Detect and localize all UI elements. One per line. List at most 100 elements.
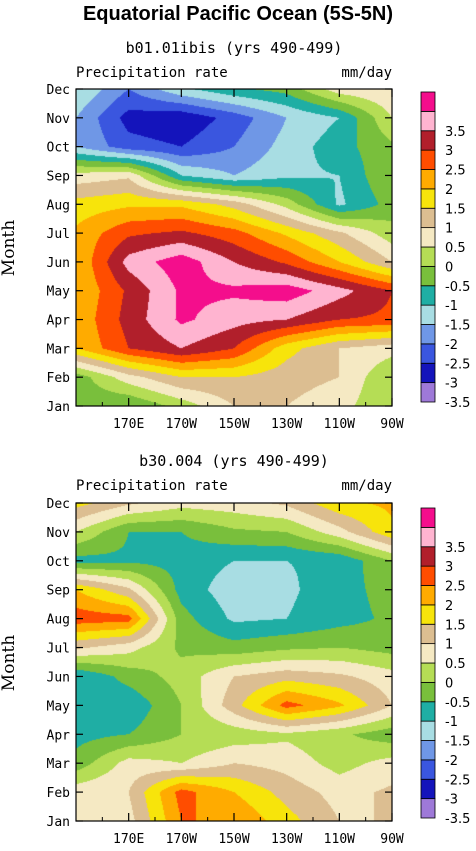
x-tick-label: 130W: [271, 832, 302, 847]
colorbar-label: 3.5: [445, 541, 466, 556]
colorbar-label: -1: [445, 299, 458, 314]
colorbar-label: 2.5: [445, 164, 466, 179]
y-tick-label: Nov: [47, 526, 71, 541]
figure-title: Equatorial Pacific Ocean (5S-5N): [83, 3, 393, 25]
colorbar-label: 0: [445, 676, 453, 691]
colorbar-label: -3.5: [445, 812, 470, 827]
x-tick-label: 150W: [218, 417, 249, 432]
contour-field: [76, 503, 392, 821]
y-tick-label: Dec: [47, 497, 70, 512]
variable-label: Precipitation rate: [76, 65, 228, 81]
y-tick-label: Oct: [47, 555, 70, 570]
x-tick-label: 170W: [166, 832, 197, 847]
panel-bottom: b30.004 (yrs 490-499) Precipitation rate…: [0, 452, 404, 847]
colorbar-label: -1: [445, 715, 458, 730]
colorbar-label: 3.5: [445, 125, 466, 140]
colorbar-label: 0: [445, 260, 453, 275]
colorbar-swatch: [420, 778, 436, 800]
y-tick-label: Feb: [47, 786, 71, 801]
colorbar-swatch: [420, 681, 436, 703]
colorbar-swatch: [420, 227, 436, 248]
colorbar-swatch: [420, 604, 436, 625]
colorbar-label: -2: [445, 754, 458, 769]
x-tick-label: 170E: [113, 417, 144, 432]
colorbar-swatch: [420, 362, 436, 384]
colorbar-label: 1: [445, 222, 453, 237]
colorbar-label: -2.5: [445, 357, 470, 372]
units-label: mm/day: [341, 65, 392, 81]
x-tick-label: 110W: [324, 832, 355, 847]
y-tick-label: Jul: [47, 642, 70, 657]
y-tick-label: Aug: [47, 613, 70, 628]
x-tick-label: 170E: [113, 832, 144, 847]
x-tick-label: 170W: [166, 417, 197, 432]
y-tick-label: Jul: [47, 227, 70, 242]
y-tick-label: Nov: [47, 112, 71, 127]
colorbar-swatch: [420, 701, 436, 722]
colorbar-swatch: [420, 740, 436, 761]
colorbar-label: 1.5: [445, 202, 466, 217]
colorbar-swatch: [420, 149, 436, 170]
colorbar-swatch: [420, 285, 436, 306]
colorbar-swatch: [420, 526, 436, 548]
colorbar-label: -1.5: [445, 319, 470, 334]
x-tick-label: 130W: [271, 417, 302, 432]
colorbar-swatch: [420, 662, 436, 683]
y-axis-title: Month: [0, 220, 19, 276]
x-tick-label: 150W: [218, 832, 249, 847]
colorbar-swatch: [420, 169, 436, 190]
colorbar-swatch: [420, 382, 436, 403]
colorbar-swatch: [420, 188, 436, 209]
y-tick-label: Oct: [47, 141, 70, 156]
colorbar-label: -0.5: [445, 280, 470, 295]
y-tick-label: Sep: [47, 169, 71, 184]
colorbar-label: -3: [445, 793, 458, 808]
colorbar-swatch: [420, 720, 436, 741]
colorbar-swatch: [420, 507, 436, 528]
colorbar-swatch: [420, 110, 436, 132]
colorbar-swatch: [420, 759, 436, 780]
colorbar-swatch: [420, 546, 436, 567]
colorbar-swatch: [420, 623, 436, 645]
colorbar-label: -2: [445, 338, 458, 353]
colorbar-label: 2: [445, 183, 453, 198]
y-axis-title: Month: [0, 635, 19, 691]
y-tick-label: Jan: [47, 815, 70, 830]
y-tick-label: Mar: [47, 757, 71, 772]
colorbar-label: -2.5: [445, 773, 470, 788]
y-tick-label: Sep: [47, 584, 71, 599]
colorbar-swatch: [420, 324, 436, 345]
y-tick-label: May: [47, 285, 71, 300]
y-tick-label: Apr: [47, 314, 71, 329]
x-tick-label: 90W: [380, 832, 404, 847]
panel-title: b01.01ibis (yrs 490-499): [126, 39, 343, 57]
colorbar-label: -1.5: [445, 735, 470, 750]
y-tick-label: May: [47, 699, 71, 714]
colorbar-swatch: [420, 798, 436, 819]
colorbar-label: -3: [445, 377, 458, 392]
colorbar-label: -3.5: [445, 396, 470, 411]
colorbar-label: 3: [445, 144, 453, 159]
y-tick-label: Jan: [47, 400, 70, 415]
x-tick-label: 90W: [380, 417, 404, 432]
colorbar-bottom: -3.5 -3 -2.5 -2 -1.5 -1 -0.5 0 0.5 1 1.5 2 2.5 3 3.5: [420, 507, 470, 827]
variable-label: Precipitation rate: [76, 478, 228, 494]
colorbar-label: 0.5: [445, 241, 466, 256]
colorbar-label: 0.5: [445, 657, 466, 672]
colorbar-swatch: [420, 643, 436, 664]
y-tick-label: Dec: [47, 83, 70, 98]
colorbar-swatch: [420, 585, 436, 606]
y-tick-label: Aug: [47, 198, 70, 213]
colorbar-label: 2: [445, 599, 453, 614]
contour-field: [76, 89, 392, 406]
colorbar-label: -0.5: [445, 696, 470, 711]
y-tick-label: Mar: [47, 342, 71, 357]
x-tick-label: 110W: [324, 417, 355, 432]
y-tick-label: Jun: [47, 256, 70, 271]
colorbar-swatch: [420, 304, 436, 325]
colorbar-label: 3: [445, 560, 453, 575]
colorbar-label: 2.5: [445, 580, 466, 595]
y-tick-label: Feb: [47, 371, 71, 386]
colorbar-swatch: [420, 246, 436, 267]
colorbar-top: -3.5 -3 -2.5 -2 -1.5 -1 -0.5 0 0.5 1 1.5 2 2.5 3 3.5: [420, 91, 470, 411]
